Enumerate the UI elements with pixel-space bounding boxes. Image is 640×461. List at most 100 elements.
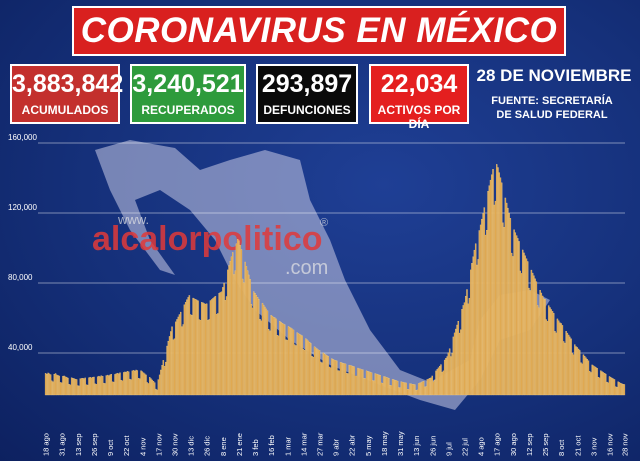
bar: [47, 372, 49, 396]
x-tick-label: 16 feb: [267, 435, 276, 456]
bar: [453, 332, 456, 396]
bar: [623, 384, 626, 396]
bar: [543, 298, 545, 396]
bar: [460, 329, 462, 396]
bar: [610, 376, 612, 396]
bar: [445, 358, 447, 396]
bar: [622, 383, 624, 396]
x-tick-label: 25 sep: [541, 433, 550, 456]
bar: [600, 370, 602, 396]
bar: [586, 358, 588, 396]
bar: [427, 378, 430, 396]
bar: [139, 378, 141, 396]
bar: [592, 365, 595, 396]
bar: [74, 378, 77, 396]
bar: [251, 307, 254, 396]
bar: [389, 385, 391, 396]
bar: [551, 311, 554, 396]
bar: [405, 382, 407, 396]
bar: [372, 380, 374, 396]
bar: [510, 252, 513, 396]
bar: [362, 369, 364, 396]
bar: [416, 389, 419, 396]
bar: [118, 373, 120, 396]
bar: [253, 291, 255, 396]
bar: [548, 305, 550, 396]
bar: [596, 368, 598, 396]
bar: [213, 297, 215, 396]
bar: [308, 342, 311, 396]
bar: [64, 376, 67, 396]
bar: [614, 386, 617, 396]
bar: [601, 371, 603, 396]
bar: [478, 230, 481, 396]
bar: [177, 316, 179, 396]
title-banner: CORONAVIRUS EN MÉXICO: [72, 6, 566, 56]
bar: [289, 327, 291, 396]
bar: [546, 321, 549, 396]
bar: [434, 379, 436, 396]
y-tick-label: 160,000: [8, 133, 37, 142]
bar: [119, 372, 121, 396]
bar: [220, 291, 223, 396]
watermark-prefix: www.: [117, 212, 149, 227]
bar: [184, 302, 187, 396]
stat-value: 293,897: [261, 70, 353, 98]
bar: [580, 362, 582, 396]
bar: [401, 381, 404, 396]
bar: [498, 172, 500, 396]
x-tick-label: 26 jun: [428, 436, 437, 456]
bar: [489, 179, 492, 396]
bar: [269, 330, 271, 396]
stat-box: 3,240,521 RECUPERADOS: [130, 64, 246, 124]
bar: [473, 249, 476, 396]
bar: [135, 369, 137, 396]
bar: [89, 376, 91, 396]
bar: [111, 381, 114, 396]
bar: [121, 380, 124, 396]
bar: [198, 319, 201, 396]
bar: [261, 302, 264, 396]
bar: [327, 356, 329, 396]
x-tick-label: 3 feb: [251, 439, 260, 456]
stat-box: 3,883,842 ACUMULADOS: [10, 64, 123, 124]
bar: [457, 320, 460, 396]
bar: [318, 350, 321, 396]
bar: [300, 334, 302, 396]
bar: [54, 373, 57, 396]
bar: [77, 385, 79, 396]
bar: [424, 386, 426, 396]
bar: [194, 299, 197, 396]
stat-box: 22,034 ACTIVOS POR DÍA: [369, 64, 469, 131]
x-tick-label: 27 mar: [316, 432, 325, 456]
bar: [146, 382, 148, 396]
bar: [204, 303, 207, 396]
bar: [197, 300, 199, 396]
bar: [588, 371, 591, 396]
bar: [530, 269, 533, 396]
bar: [187, 297, 189, 396]
bar: [476, 264, 478, 396]
bar: [196, 299, 198, 396]
bar: [353, 366, 355, 396]
bar: [605, 373, 607, 396]
bar: [377, 374, 379, 396]
x-tick-label: 9 abr: [332, 438, 341, 456]
bar: [219, 292, 222, 396]
bar: [406, 389, 409, 396]
bar: [264, 306, 266, 396]
bar: [574, 344, 576, 396]
x-tick-label: 1 mar: [283, 436, 292, 456]
bar: [440, 364, 442, 396]
date: 28 DE NOVIEMBRE: [476, 66, 632, 85]
bar: [528, 287, 530, 396]
bar: [388, 378, 390, 396]
bar: [244, 261, 246, 396]
bar: [186, 299, 188, 396]
bar: [260, 320, 262, 396]
bar: [482, 213, 484, 396]
bar: [484, 234, 487, 396]
bar: [458, 332, 461, 396]
bar: [167, 340, 170, 396]
bar: [79, 378, 82, 396]
